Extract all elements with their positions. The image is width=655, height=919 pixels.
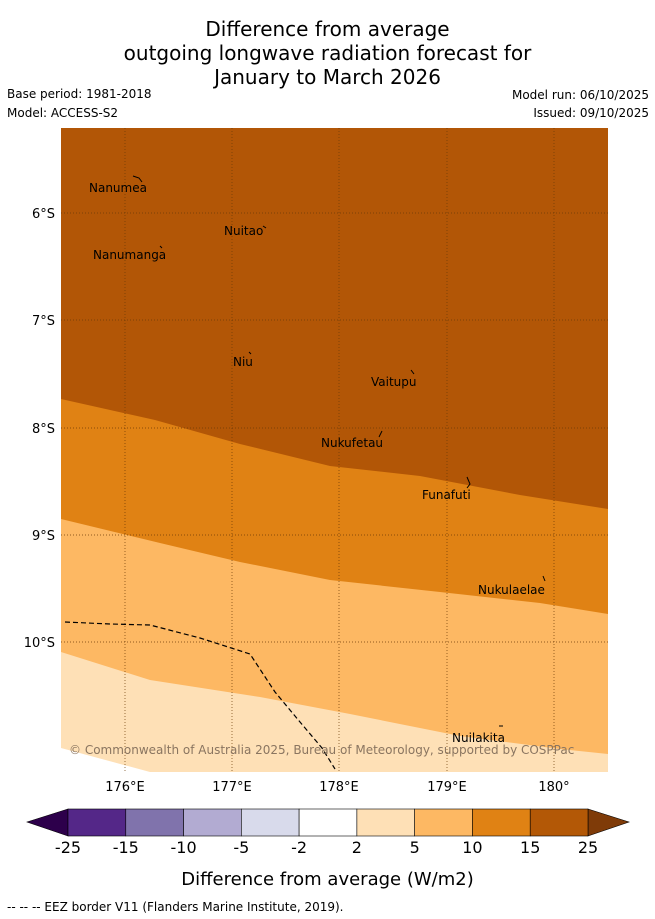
colorbar-segment bbox=[356, 808, 415, 837]
colorbar-segment bbox=[414, 808, 473, 837]
colorbar-extend-low bbox=[26, 808, 69, 837]
place-label-nanumanga: Nanumanga bbox=[93, 248, 166, 262]
colorbar-tick-label: 10 bbox=[462, 838, 482, 857]
colorbar-tick-label: -2 bbox=[291, 838, 307, 857]
island-funafuti bbox=[466, 476, 471, 489]
colorbar-tick-label: 2 bbox=[352, 838, 362, 857]
model-name: Model: ACCESS-S2 bbox=[7, 106, 119, 120]
island-nukulaelae bbox=[542, 575, 546, 582]
eez-legend-footer: -- -- -- EEZ border V11 (Flanders Marine… bbox=[7, 900, 344, 914]
colorbar-segment bbox=[183, 808, 242, 837]
lat-tick-10s: 10°S bbox=[24, 636, 55, 651]
band-white bbox=[61, 748, 150, 772]
colorbar-segment bbox=[529, 808, 589, 837]
colorbar-tick-label: -15 bbox=[113, 838, 139, 857]
title-line-1: Difference from average bbox=[205, 17, 450, 41]
place-label-funafuti: Funafuti bbox=[422, 488, 471, 502]
colorbar: -25 -15 -10 -5 -2 2 5 10 15 25 bbox=[26, 808, 630, 857]
colorbar-tick-label: 25 bbox=[578, 838, 598, 857]
islands bbox=[132, 175, 546, 727]
island-nuitao bbox=[262, 225, 267, 229]
colorbar-tick-label: 5 bbox=[410, 838, 420, 857]
lat-tick-6s: 6°S bbox=[32, 207, 55, 222]
place-label-niu: Niu bbox=[233, 355, 253, 369]
colorbar-tick-label: -5 bbox=[233, 838, 249, 857]
lon-tick-177e: 177°E bbox=[212, 780, 252, 795]
colorbar-label: Difference from average (W/m2) bbox=[181, 869, 474, 890]
lon-tick-179e: 179°E bbox=[427, 780, 467, 795]
colorbar-extend-high bbox=[587, 808, 630, 837]
island-nanumea bbox=[132, 175, 143, 183]
island-nukufetau bbox=[378, 430, 383, 438]
base-period: Base period: 1981-2018 bbox=[7, 87, 152, 101]
island-niu bbox=[248, 351, 252, 355]
eez-border bbox=[64, 621, 336, 770]
place-label-nuilakita: Nuilakita bbox=[452, 731, 505, 745]
colorbar-segment bbox=[298, 808, 358, 837]
island-vaitupu bbox=[410, 369, 415, 375]
lon-tick-178e: 178°E bbox=[319, 780, 359, 795]
colorbar-segment bbox=[472, 808, 531, 837]
band-2-5 bbox=[61, 652, 608, 772]
lat-tick-8s: 8°S bbox=[32, 422, 55, 437]
place-label-nukulaelae: Nukulaelae bbox=[478, 583, 545, 597]
lat-tick-9s: 9°S bbox=[32, 529, 55, 544]
island-nanumanga bbox=[159, 245, 163, 249]
issued-date: Issued: 09/10/2025 bbox=[533, 106, 649, 120]
colorbar-tick-label: -25 bbox=[55, 838, 81, 857]
title-line-2: outgoing longwave radiation forecast for bbox=[123, 41, 532, 65]
place-label-nuitao: Nuitao bbox=[224, 224, 263, 238]
place-label-nanumea: Nanumea bbox=[89, 181, 147, 195]
model-run: Model run: 06/10/2025 bbox=[511, 88, 649, 102]
lon-tick-176e: 176°E bbox=[105, 780, 145, 795]
copyright-text: © Commonwealth of Australia 2025, Bureau… bbox=[69, 743, 574, 757]
lat-tick-7s: 7°S bbox=[32, 314, 55, 329]
place-label-vaitupu: Vaitupu bbox=[371, 375, 417, 389]
title-line-3: January to March 2026 bbox=[214, 65, 441, 89]
place-label-nukufetau: Nukufetau bbox=[321, 436, 383, 450]
colorbar-segment bbox=[67, 808, 127, 837]
colorbar-tick-label: -10 bbox=[170, 838, 196, 857]
colorbar-segment bbox=[241, 808, 300, 837]
gridlines bbox=[61, 128, 608, 772]
colorbar-tick-label: 15 bbox=[520, 838, 540, 857]
lon-tick-180: 180° bbox=[538, 780, 569, 795]
colorbar-segment bbox=[125, 808, 184, 837]
